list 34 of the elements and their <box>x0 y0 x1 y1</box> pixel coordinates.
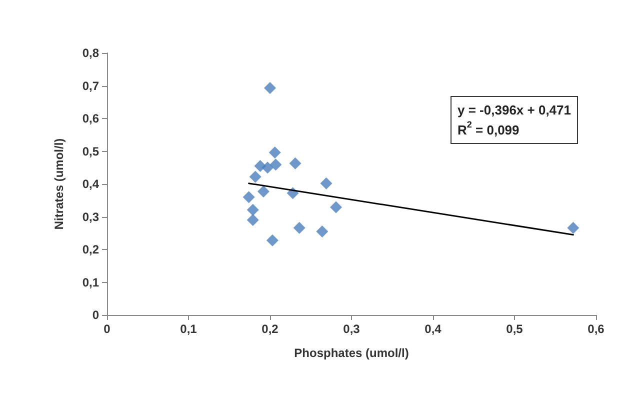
y-tick-label: 0,6 <box>82 112 100 126</box>
point <box>242 191 255 204</box>
y-tick-label: 0 <box>92 308 100 322</box>
y-tick-label: 0,5 <box>82 144 100 158</box>
x-tick-label: 0,5 <box>506 322 524 336</box>
point <box>264 82 276 94</box>
y-tick-label: 0,8 <box>82 46 100 60</box>
point <box>289 157 302 170</box>
point <box>257 186 270 198</box>
y-tick-label: 0,2 <box>82 242 100 256</box>
point <box>320 177 332 190</box>
y-tick-label: 0,7 <box>82 78 100 93</box>
x-tick-label: 0,6 <box>588 322 605 336</box>
y-axis-title: Nitrates (umol/l) <box>52 138 66 230</box>
point <box>268 146 281 159</box>
point <box>316 225 328 238</box>
x-tick-label: 0,3 <box>343 322 360 336</box>
y-tick-label: 0,1 <box>82 275 100 290</box>
point <box>266 234 278 246</box>
y-tick-label: 0,4 <box>82 177 100 191</box>
point <box>270 158 282 171</box>
point <box>262 162 274 174</box>
x-tick-label: 0 <box>104 322 111 336</box>
point <box>246 214 259 226</box>
point <box>567 222 580 234</box>
point <box>249 170 262 183</box>
x-tick-label: 0,1 <box>180 322 198 336</box>
point <box>293 222 306 234</box>
x-tick-label: 0,2 <box>262 322 279 336</box>
y-tick-label: 0,3 <box>82 210 100 224</box>
point <box>246 204 259 216</box>
point <box>330 201 342 214</box>
x-tick-label: 0,4 <box>424 322 442 336</box>
x-axis-title: Phosphates (umol/l) <box>294 346 409 360</box>
